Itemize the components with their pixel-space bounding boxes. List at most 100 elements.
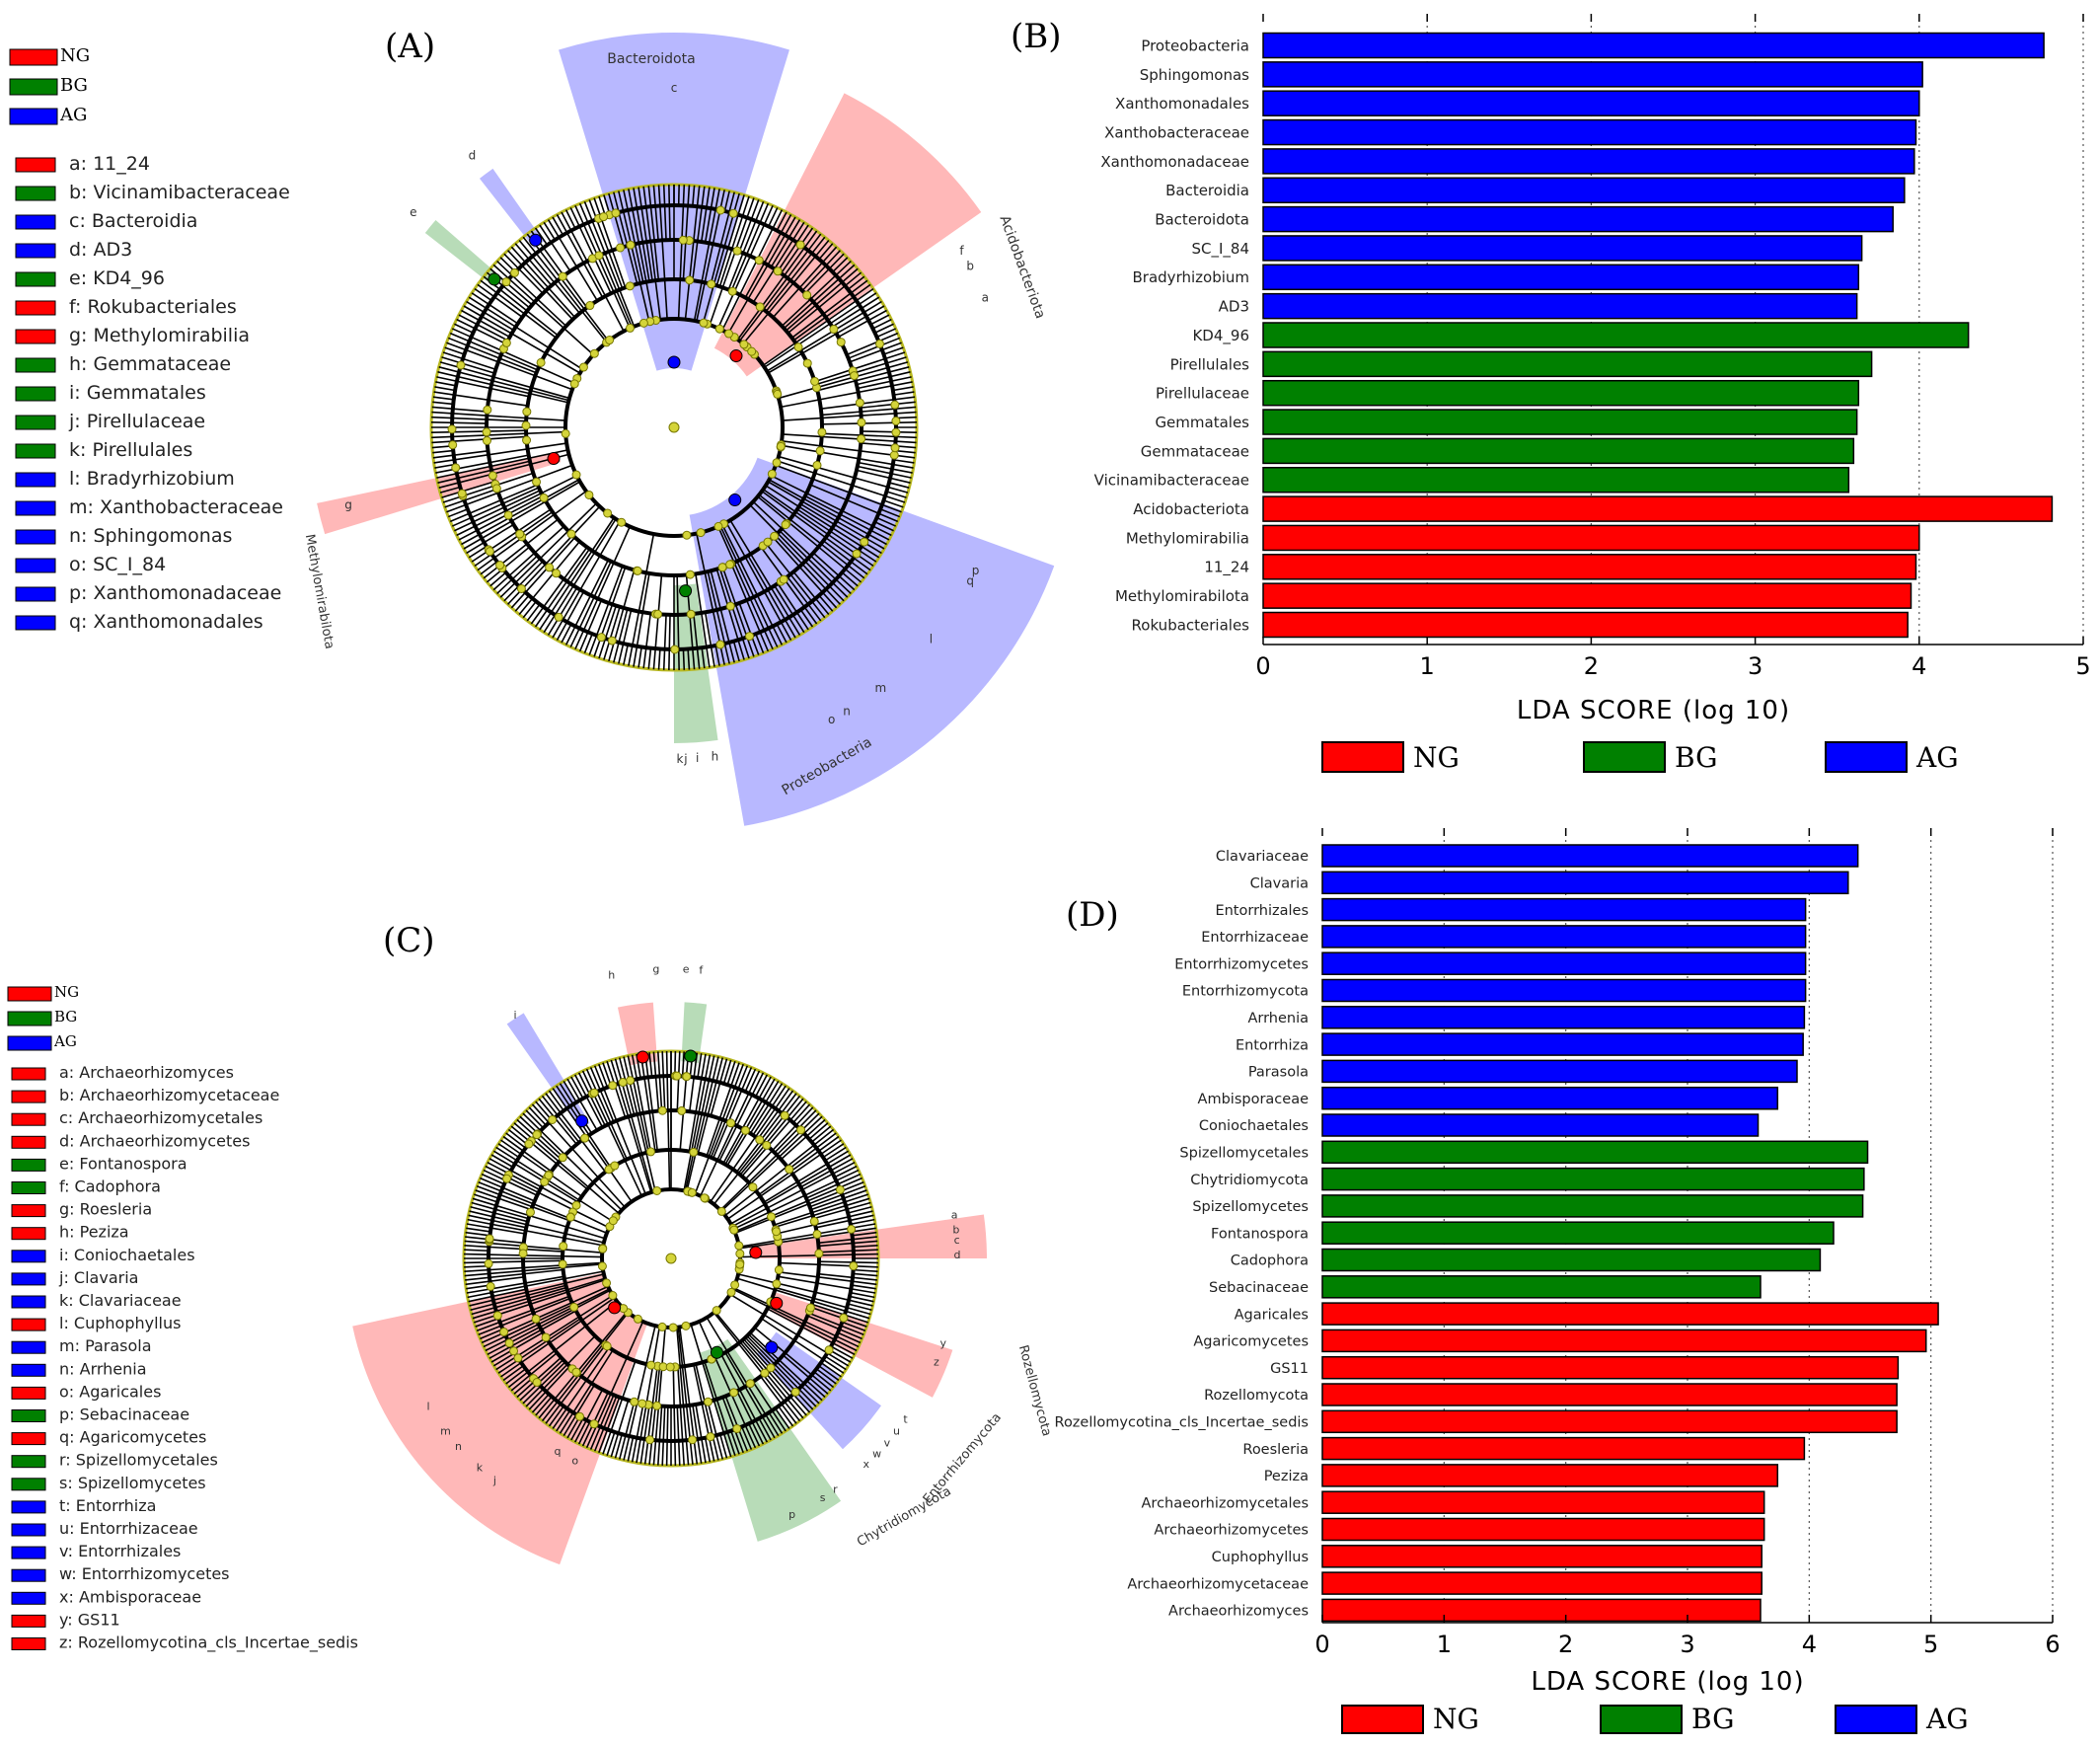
cladogram-branch <box>593 1396 618 1452</box>
cladogram-branch <box>682 185 691 280</box>
bar-label: Clavariaceae <box>1216 849 1309 865</box>
cladogram-branch <box>436 376 530 398</box>
cladogram-branch <box>465 1268 563 1281</box>
cladogram-branch <box>552 216 564 236</box>
cladogram-branch <box>724 1396 749 1452</box>
legend-taxon-swatch <box>15 472 56 488</box>
cladogram-branch <box>538 1311 628 1419</box>
legend-group-label: BG <box>60 75 88 96</box>
cladogram-node <box>501 277 511 287</box>
cladogram-branch <box>799 609 814 628</box>
cladogram-node <box>745 632 755 642</box>
cladogram-branch <box>593 197 627 288</box>
lda-bar <box>1321 1436 1806 1461</box>
cladogram-branch <box>531 1393 550 1413</box>
cladogram-node <box>793 342 803 352</box>
cladogram-branch <box>528 1106 547 1126</box>
cladogram-branch <box>860 401 916 409</box>
cladogram-branch <box>519 1359 564 1402</box>
cladogram-node <box>713 521 723 531</box>
cladogram-node <box>735 1249 745 1258</box>
cladogram-branch <box>679 1051 690 1151</box>
bar-label: Rokubacteriales <box>1132 616 1250 634</box>
legend-swatch-NG <box>9 48 58 66</box>
cladogram-branch <box>721 524 784 646</box>
bar-label: Coniochaetales <box>1199 1118 1309 1134</box>
cladogram-node <box>729 1388 739 1398</box>
cladogram-node <box>715 640 725 649</box>
bar-label: Entorrhizomycota <box>1182 984 1309 1000</box>
cladogram-branch <box>692 186 706 281</box>
cladogram-node <box>767 469 777 479</box>
cladogram-branch <box>710 1058 728 1116</box>
cladogram-branch <box>740 1426 753 1450</box>
cladogram-branch <box>668 614 671 670</box>
bar-label: Gemmataceae <box>1141 442 1249 460</box>
cladogram-branch <box>739 1253 878 1258</box>
cladogram-branch <box>776 211 788 231</box>
cladogram-branch <box>686 1056 719 1192</box>
clade-highlight <box>689 457 1055 826</box>
cladogram-branch <box>815 1214 874 1229</box>
lda-bar <box>1262 292 1858 320</box>
lda-bar <box>1321 1006 1806 1029</box>
lda-bar <box>1262 495 2054 522</box>
cladogram-branch <box>500 1139 583 1197</box>
cladogram-branch <box>454 490 541 532</box>
cladogram-node <box>802 358 812 368</box>
cladogram-branch <box>502 1365 524 1382</box>
cladogram-branch <box>692 185 696 206</box>
cladogram-branch <box>771 475 892 537</box>
x-tick-label: 4 <box>1802 1631 1817 1658</box>
cladogram-branch <box>469 1273 605 1307</box>
lda-bar <box>1321 1113 1760 1137</box>
cladogram-node <box>776 441 786 451</box>
cladogram-branch <box>704 188 715 243</box>
cladogram-branch <box>744 1106 814 1180</box>
cladogram-node <box>857 418 866 427</box>
cladogram-branch <box>598 1063 609 1088</box>
cladogram-branch <box>681 1051 685 1077</box>
cladogram-node <box>755 1135 765 1145</box>
cladogram-node <box>492 1311 502 1321</box>
legend-swatch-BG <box>7 1011 52 1026</box>
cladogram-node <box>682 530 692 540</box>
cladogram-branch <box>578 202 634 328</box>
cladogram-branch <box>510 536 576 609</box>
bar-label: Cuphophyllus <box>1212 1550 1309 1565</box>
cladogram-branch <box>489 571 507 587</box>
legend-taxon-label: s: Spizellomycetes <box>59 1474 206 1492</box>
legend-taxon-swatch <box>15 300 56 316</box>
cladogram-branch <box>431 406 488 413</box>
bar-label: Bradyrhizobium <box>1133 268 1249 286</box>
cladogram-branch <box>772 246 838 319</box>
cladogram-branch <box>856 469 911 484</box>
cladogram-branch <box>770 219 801 267</box>
cladogram-node <box>657 1322 667 1331</box>
cladogram-node <box>559 1242 568 1252</box>
cladogram-branch <box>516 1356 562 1399</box>
cladogram-branch <box>766 300 882 372</box>
cladogram-branch <box>872 318 892 330</box>
cladogram-branch <box>556 591 585 641</box>
cladogram-branch <box>456 475 577 537</box>
cladogram-branch <box>470 1206 528 1223</box>
cladogram-branch <box>719 525 779 647</box>
cladogram-branch <box>471 1286 567 1316</box>
bar-label: Clavaria <box>1250 876 1309 892</box>
legend-taxon-label: p: Sebacinaceae <box>59 1405 189 1424</box>
legend-taxon-label: g: Roesleria <box>59 1200 152 1219</box>
cladogram-node <box>524 1139 534 1149</box>
lda-bar <box>1321 1194 1864 1218</box>
legend-taxon-swatch <box>15 386 56 402</box>
lda-bar <box>1262 264 1860 291</box>
cladogram-branch <box>522 600 537 619</box>
cladogram-branch <box>765 543 826 619</box>
chart-legend-swatch <box>1835 1705 1917 1734</box>
cladogram-branch <box>602 1360 637 1455</box>
biomarker-node <box>684 1049 698 1063</box>
chart-legend-label: AG <box>1925 1703 1969 1735</box>
cladogram-branch <box>818 1272 877 1281</box>
cladogram-branch <box>722 1076 772 1164</box>
x-tick-label: 5 <box>2075 652 2090 680</box>
